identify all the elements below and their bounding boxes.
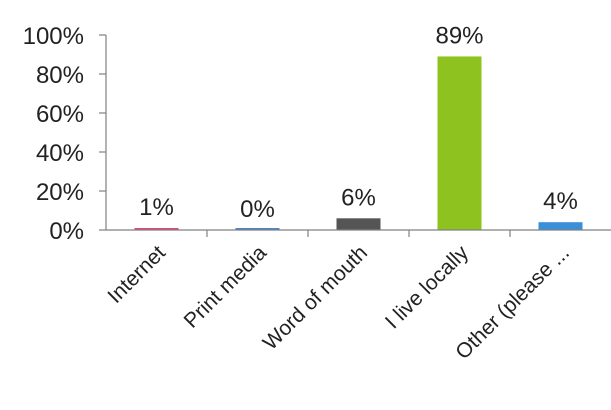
bars [134,56,583,231]
data-labels: 1% 0% 6% 89% 4% [139,22,578,223]
data-label-3: 89% [435,22,483,49]
y-tick-label: 0% [49,218,84,245]
axes [105,35,611,237]
y-tick-label: 40% [36,140,84,167]
bar-4 [538,222,583,230]
data-label-4: 4% [543,188,578,215]
y-axis-ticks: 0% 20% 40% 60% 80% 100% [23,23,106,245]
y-tick-label: 80% [36,62,84,89]
y-tick-label: 20% [36,179,84,206]
bar-1 [235,228,280,230]
category-label-1: Print media [180,241,272,333]
category-label-2: Word of mouth [259,241,372,354]
data-label-0: 1% [139,194,174,221]
data-label-2: 6% [341,184,376,211]
bar-0 [134,228,179,230]
category-label-0: Internet [103,241,170,308]
category-label-3: I live locally [381,241,474,334]
bar-3 [437,56,482,231]
y-tick-label: 100% [23,23,84,50]
bar-2 [336,218,381,230]
data-label-1: 0% [240,196,275,223]
y-tick-label: 60% [36,101,84,128]
